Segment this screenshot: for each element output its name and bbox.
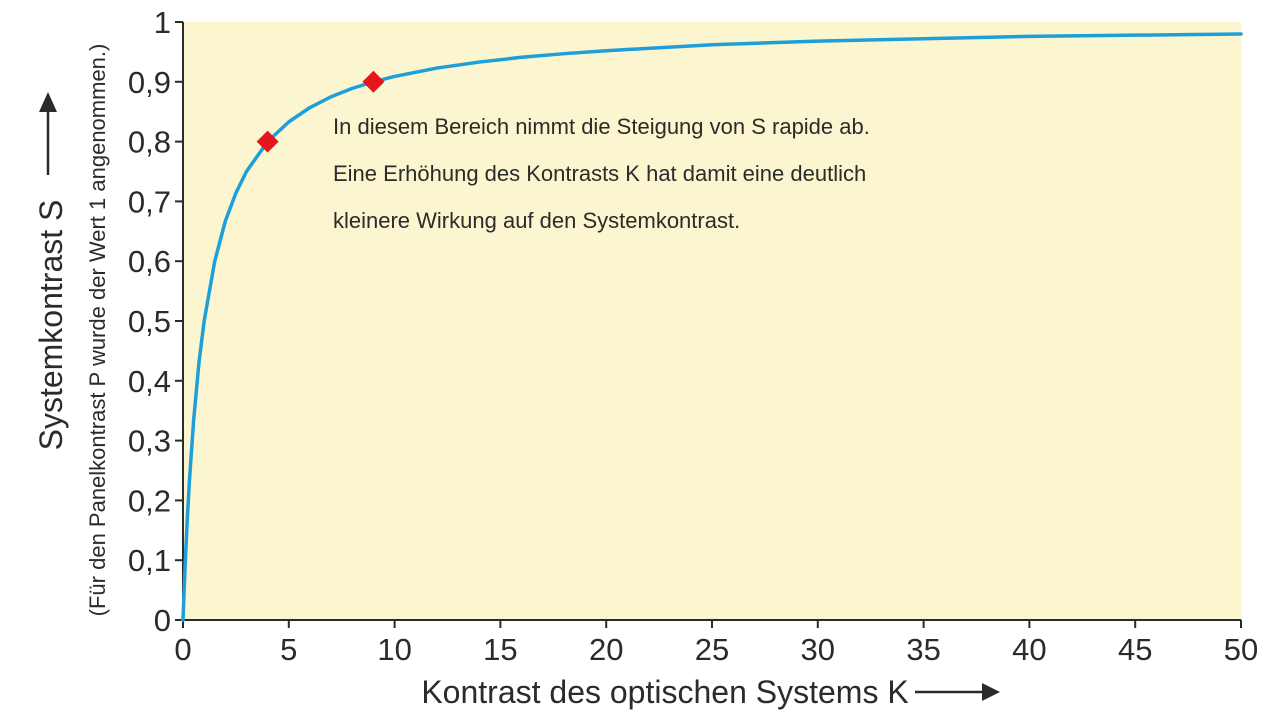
y-tick-label: 0,9 xyxy=(128,65,171,100)
x-tick-label: 30 xyxy=(801,632,835,667)
annotation-text: In diesem Bereich nimmt die Steigung von… xyxy=(333,114,870,233)
arrow-up-icon xyxy=(39,92,57,175)
x-tick-label: 50 xyxy=(1224,632,1258,667)
arrow-right-icon xyxy=(915,683,1000,701)
y-tick-label: 0,2 xyxy=(128,483,171,518)
x-tick-label: 20 xyxy=(589,632,623,667)
highlight-markers xyxy=(256,70,385,153)
y-tick-label: 0,1 xyxy=(128,543,171,578)
y-tick-label: 0,8 xyxy=(128,125,171,160)
x-tick-label: 0 xyxy=(174,632,191,667)
highlight-point xyxy=(362,70,385,93)
x-axis-title: Kontrast des optischen Systems K xyxy=(421,674,908,710)
x-tick-label: 15 xyxy=(483,632,517,667)
y-tick-label: 0 xyxy=(154,603,171,638)
annotation-line: In diesem Bereich nimmt die Steigung von… xyxy=(333,114,870,139)
x-tick-label: 35 xyxy=(906,632,940,667)
highlight-point xyxy=(256,130,279,153)
x-tick-label: 25 xyxy=(695,632,729,667)
x-tick-label: 10 xyxy=(377,632,411,667)
y-tick-label: 0,4 xyxy=(128,364,171,399)
x-tick-label: 40 xyxy=(1012,632,1046,667)
x-tick-label: 45 xyxy=(1118,632,1152,667)
x-axis-ticks: 0 5 10 15 20 25 30 35 40 45 50 xyxy=(174,620,1258,667)
annotation-line: kleinere Wirkung auf den Systemkontrast. xyxy=(333,208,740,233)
y-tick-label: 0,5 xyxy=(128,304,171,339)
y-tick-label: 0,7 xyxy=(128,184,171,219)
y-axis-note: (Für den Panelkontrast P wurde der Wert … xyxy=(85,44,110,617)
y-axis-ticks: 0 0,1 0,2 0,3 0,4 0,5 0,6 0,7 0,8 0,9 1 xyxy=(128,5,183,638)
annotation-line: Eine Erhöhung des Kontrasts K hat damit … xyxy=(333,161,866,186)
y-tick-label: 1 xyxy=(154,5,171,40)
x-tick-label: 5 xyxy=(280,632,297,667)
series-curve xyxy=(181,32,1243,622)
y-axis-title: Systemkontrast S xyxy=(33,200,69,451)
y-tick-label: 0,6 xyxy=(128,244,171,279)
y-tick-label: 0,3 xyxy=(128,424,171,459)
plot-area xyxy=(183,22,1241,620)
